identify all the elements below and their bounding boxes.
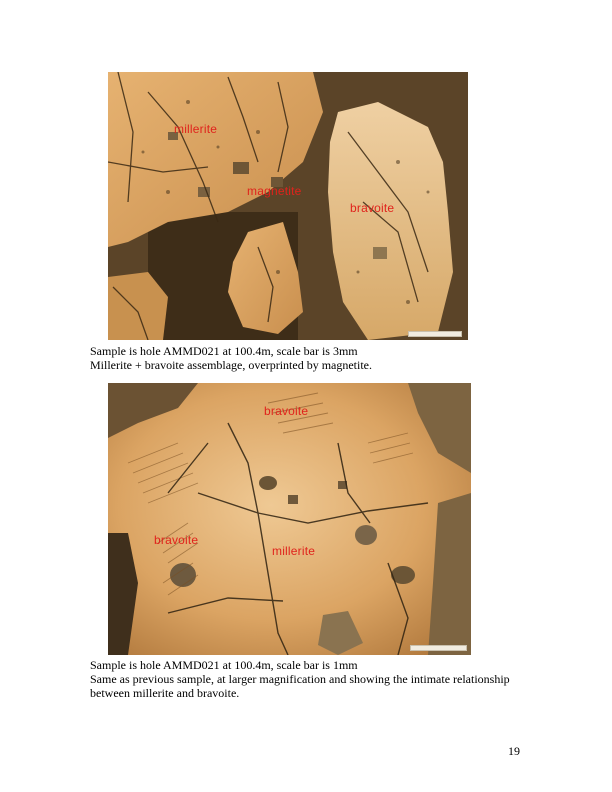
label-bravoite: bravoite [350, 201, 395, 215]
figure-2-caption-line-2: Same as previous sample, at larger magni… [90, 672, 510, 686]
page-number: 19 [508, 744, 520, 758]
micrograph-1: millerite magnetite bravoite [108, 72, 468, 340]
label-magnetite: magnetite [247, 184, 302, 198]
figure-1-caption-line-1: Sample is hole AMMD021 at 100.4m, scale … [90, 344, 358, 358]
micrograph-2-image [108, 383, 471, 655]
label-millerite: millerite [272, 544, 316, 558]
figure-1-caption-line-2: Millerite + bravoite assemblage, overpri… [90, 358, 373, 372]
micrograph-1-image [108, 72, 468, 340]
label-millerite: millerite [174, 122, 218, 136]
label-bravoite-left: bravoite [154, 533, 199, 547]
figure-2-caption-line-3: between millerite and bravoite. [90, 686, 240, 700]
micrograph-2: bravoite bravoite millerite [108, 383, 471, 655]
scale-bar [408, 331, 462, 337]
label-bravoite-top: bravoite [264, 404, 309, 418]
figure-2-caption-line-1: Sample is hole AMMD021 at 100.4m, scale … [90, 658, 358, 672]
scale-bar [410, 645, 467, 651]
